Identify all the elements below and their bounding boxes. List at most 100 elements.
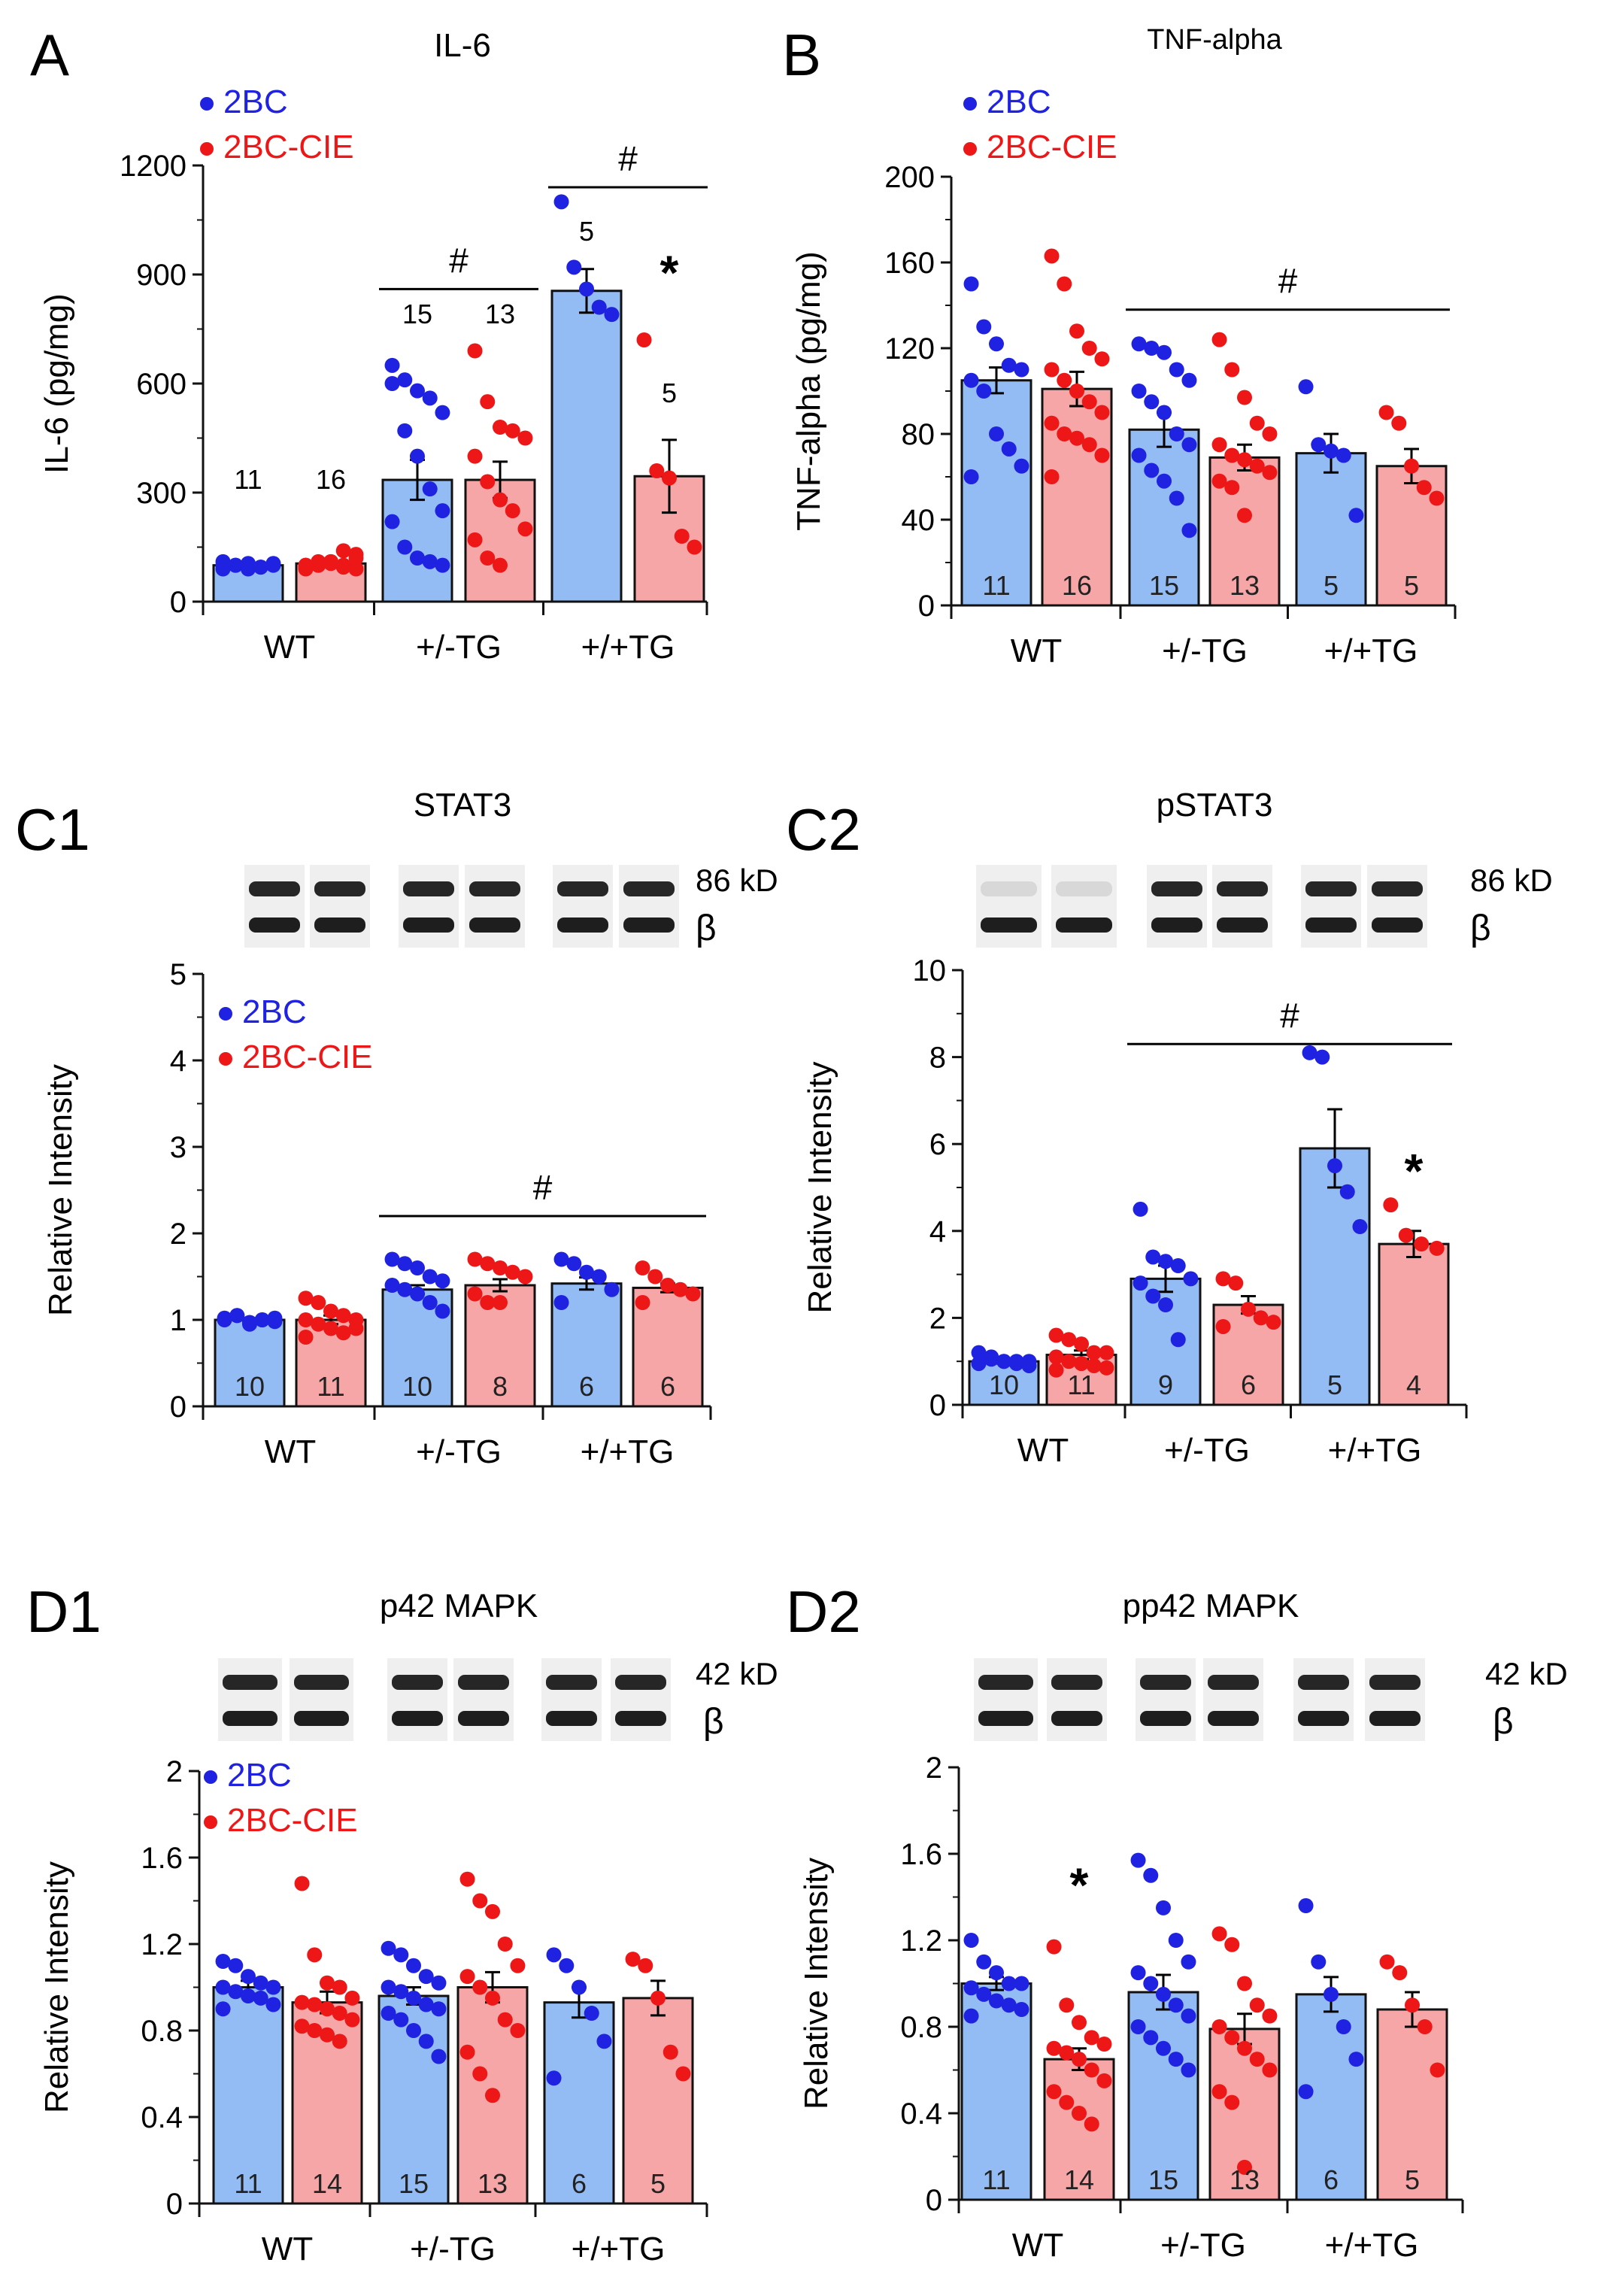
data-point xyxy=(1069,323,1084,339)
data-point xyxy=(963,2008,979,2024)
data-point xyxy=(1237,2159,1252,2175)
panel-b: B TNF-alpha 0 40 80 120 160 200 WT +/-TG +/+TG TNF-… xyxy=(782,22,1457,669)
beta-band xyxy=(469,917,520,933)
data-point xyxy=(1069,430,1084,446)
data-point xyxy=(267,1310,283,1326)
data-point xyxy=(467,1286,483,1302)
data-point xyxy=(384,1278,400,1293)
data-point xyxy=(410,1260,425,1275)
data-point xyxy=(566,259,582,275)
data-point xyxy=(1072,2106,1087,2121)
beta-label: β xyxy=(1493,1702,1514,1742)
bar xyxy=(1299,1147,1371,1406)
significance-mark: # xyxy=(449,241,468,280)
data-point xyxy=(1057,426,1072,441)
legend-label-2bc-cie: 2BC-CIE xyxy=(242,1039,373,1075)
data-point xyxy=(215,2001,231,2017)
data-point xyxy=(472,2066,488,2082)
data-point xyxy=(989,1993,1004,2009)
x-tick-label: +/+TG xyxy=(581,629,675,666)
data-point xyxy=(1414,1236,1430,1252)
data-point xyxy=(1336,447,1351,463)
data-point xyxy=(1298,1898,1314,1913)
y-tick-label: 1200 xyxy=(120,150,186,183)
data-point xyxy=(675,2066,691,2082)
data-point xyxy=(1302,1045,1317,1060)
data-point xyxy=(1311,437,1327,453)
data-point xyxy=(505,1264,520,1280)
n-label: 5 xyxy=(1324,570,1339,601)
n-label: 5 xyxy=(1405,2164,1420,2195)
data-point xyxy=(422,481,438,497)
data-point xyxy=(493,420,508,435)
y-axis-label: Relative Intensity xyxy=(38,1861,75,2113)
data-point xyxy=(1048,1327,1064,1343)
beta-band xyxy=(294,1711,349,1726)
data-point xyxy=(1228,1275,1244,1291)
blot-lane xyxy=(399,865,459,948)
x-tick-label: WT xyxy=(1011,632,1062,669)
n-label: 5 xyxy=(650,2168,666,2199)
blot-lane xyxy=(1367,865,1427,948)
data-point xyxy=(1168,2052,1184,2067)
data-point xyxy=(435,1273,450,1289)
bar xyxy=(622,1997,694,2205)
target-band xyxy=(1305,881,1357,896)
data-point xyxy=(1181,1954,1196,1970)
target-band xyxy=(223,1675,277,1690)
data-point xyxy=(1156,1900,1171,1915)
data-point xyxy=(348,561,364,577)
data-point xyxy=(1099,1345,1114,1360)
beta-label: β xyxy=(696,908,717,948)
data-point xyxy=(1392,1965,1408,1981)
blot-lane xyxy=(974,1658,1038,1741)
n-label: 14 xyxy=(1064,2164,1094,2195)
data-point xyxy=(311,557,326,573)
n-label: 6 xyxy=(1241,1369,1256,1400)
significance-mark: # xyxy=(1278,262,1298,301)
blot-lane xyxy=(1203,1658,1263,1741)
n-label: 15 xyxy=(399,2168,429,2199)
data-point xyxy=(635,1295,650,1310)
data-point xyxy=(1430,2062,1445,2078)
data-point xyxy=(1044,415,1060,431)
data-point xyxy=(253,560,268,575)
data-point xyxy=(1181,2008,1196,2024)
y-tick-label: 1.2 xyxy=(900,1924,942,1958)
data-point xyxy=(1224,1937,1240,1952)
data-point xyxy=(265,1979,281,1995)
data-point xyxy=(1211,2019,1227,2034)
data-point xyxy=(1241,1301,1256,1317)
data-point xyxy=(1262,465,1278,481)
data-point xyxy=(1298,2084,1314,2100)
beta-label: β xyxy=(1470,908,1491,948)
data-point xyxy=(1336,2019,1351,2034)
data-point xyxy=(298,1330,314,1345)
data-point xyxy=(1183,1271,1199,1287)
data-point xyxy=(406,2023,421,2038)
beta-band xyxy=(557,917,608,933)
data-point xyxy=(459,2044,475,2060)
data-point xyxy=(505,423,520,438)
data-point xyxy=(217,1312,232,1327)
y-tick-label: 0 xyxy=(166,2188,183,2221)
data-point xyxy=(311,1295,326,1310)
data-point xyxy=(1314,1049,1330,1065)
bar xyxy=(212,1986,284,2205)
data-point xyxy=(298,1291,314,1306)
n-label: 8 xyxy=(493,1371,508,1402)
x-tick-label: +/-TG xyxy=(1162,632,1248,669)
data-point xyxy=(1131,384,1147,399)
blot-lane xyxy=(541,1658,602,1741)
data-point xyxy=(215,1954,231,1969)
y-tick-label: 200 xyxy=(884,161,935,194)
n-label: 16 xyxy=(316,464,346,495)
data-point xyxy=(1224,362,1240,378)
data-point xyxy=(963,372,979,388)
data-point xyxy=(1339,1184,1355,1200)
western-blot: 42 kD β xyxy=(218,1656,778,1742)
data-point xyxy=(332,2034,347,2049)
data-point xyxy=(1096,2037,1112,2052)
target-band xyxy=(615,1675,666,1690)
